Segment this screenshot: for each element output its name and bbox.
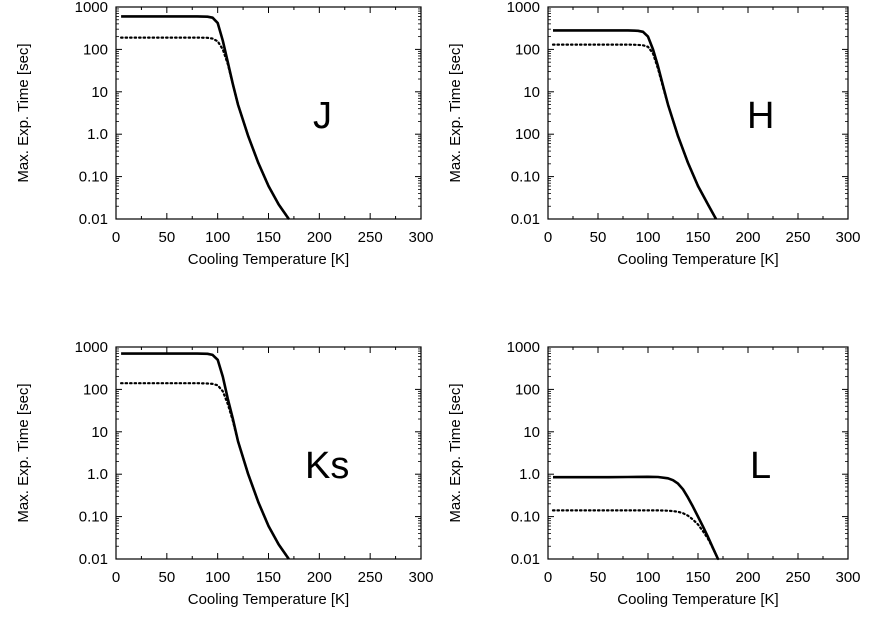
- y-tick-label: 100: [83, 381, 108, 398]
- x-tick-label: 300: [408, 229, 433, 246]
- x-tick-label: 150: [256, 229, 281, 246]
- x-tick-label: 250: [358, 229, 383, 246]
- y-tick-label: 1000: [75, 339, 108, 356]
- x-tick-label: 0: [112, 569, 120, 586]
- y-tick-label: 0.10: [511, 169, 540, 186]
- x-tick-label: 200: [307, 229, 332, 246]
- series-line-dotted: [119, 36, 290, 221]
- x-axis-label: Cooling Temperature [K]: [617, 251, 778, 268]
- y-tick-label: 0.10: [511, 509, 540, 526]
- x-tick-label: 150: [685, 569, 710, 586]
- y-tick-label: 0.01: [79, 211, 108, 228]
- y-tick-label: 1.0: [519, 466, 540, 483]
- y-tick-label: 1.0: [87, 466, 108, 483]
- x-tick-label: 250: [785, 569, 810, 586]
- series-line-dotted: [119, 382, 290, 561]
- x-tick-label: 50: [158, 569, 175, 586]
- x-tick-label: 300: [835, 569, 860, 586]
- panel-label: J: [313, 95, 332, 137]
- x-tick-label: 150: [256, 569, 281, 586]
- panel-label: H: [747, 95, 774, 137]
- x-tick-label: 200: [307, 569, 332, 586]
- x-tick-label: 250: [785, 229, 810, 246]
- x-tick-label: 50: [158, 229, 175, 246]
- panel-3: 0 50 100 150 200 250 300 0.01 0.10 1.0 10 100 1000 Co…: [15, 339, 434, 608]
- y-tick-label: 100: [83, 41, 108, 58]
- y-tick-label: 1000: [507, 339, 540, 356]
- x-tick-label: 0: [544, 569, 552, 586]
- y-axis-label: Max. Exp. Time [sec]: [15, 43, 32, 182]
- y-tick-label: 0.01: [511, 551, 540, 568]
- x-tick-label: 100: [205, 229, 230, 246]
- panel-1: 0 50 100 150 200 250 300 0.01 0.10 1.0 10 100 1000 Co…: [15, 0, 434, 268]
- x-axis-label: Cooling Temperature [K]: [617, 591, 778, 608]
- x-tick-label: 200: [735, 569, 760, 586]
- x-axis-label: Cooling Temperature [K]: [188, 591, 349, 608]
- y-tick-label: 0.10: [79, 169, 108, 186]
- x-tick-label: 300: [408, 569, 433, 586]
- x-tick-label: 0: [544, 229, 552, 246]
- y-tick-label: 1000: [507, 0, 540, 16]
- y-axis-label: Max. Exp. Time [sec]: [447, 383, 464, 522]
- y-tick-label: 100: [515, 41, 540, 58]
- x-tick-label: 300: [835, 229, 860, 246]
- series-line-dotted: [551, 43, 718, 221]
- y-tick-label: 100: [515, 126, 540, 143]
- y-tick-label: 0.01: [79, 551, 108, 568]
- series-line-solid: [121, 352, 290, 560]
- x-tick-label: 200: [735, 229, 760, 246]
- x-tick-label: 100: [205, 569, 230, 586]
- y-tick-label: 1000: [75, 0, 108, 16]
- panel-2: 0 50 100 150 200 250 300 0.01 0.10 100 10 100 1000 Co…: [447, 0, 861, 268]
- series-line-solid: [553, 475, 720, 560]
- y-tick-label: 0.01: [511, 211, 540, 228]
- series-line-solid: [121, 15, 290, 220]
- series-line-dotted: [551, 509, 720, 561]
- y-tick-label: 0.10: [79, 509, 108, 526]
- y-tick-label: 10: [91, 424, 108, 441]
- x-tick-label: 150: [685, 229, 710, 246]
- panel-label: L: [750, 445, 771, 487]
- x-tick-label: 100: [635, 569, 660, 586]
- plot-frame: [547, 346, 849, 560]
- x-tick-label: 50: [590, 229, 607, 246]
- x-tick-label: 100: [635, 229, 660, 246]
- y-tick-label: 10: [91, 84, 108, 101]
- x-tick-label: 50: [590, 569, 607, 586]
- y-tick-label: 100: [515, 381, 540, 398]
- panel-4: 0 50 100 150 200 250 300 0.01 0.10 1.0 10 100 1000 Co…: [447, 339, 861, 608]
- x-tick-label: 0: [112, 229, 120, 246]
- y-tick-label: 1.0: [87, 126, 108, 143]
- series-line-solid: [553, 29, 718, 220]
- x-tick-label: 250: [358, 569, 383, 586]
- panel-label: Ks: [305, 445, 349, 487]
- y-tick-label: 10: [523, 424, 540, 441]
- y-axis-label: Max. Exp. Time [sec]: [447, 43, 464, 182]
- y-axis-label: Max. Exp. Time [sec]: [15, 383, 32, 522]
- y-tick-label: 10: [523, 84, 540, 101]
- x-axis-label: Cooling Temperature [K]: [188, 251, 349, 268]
